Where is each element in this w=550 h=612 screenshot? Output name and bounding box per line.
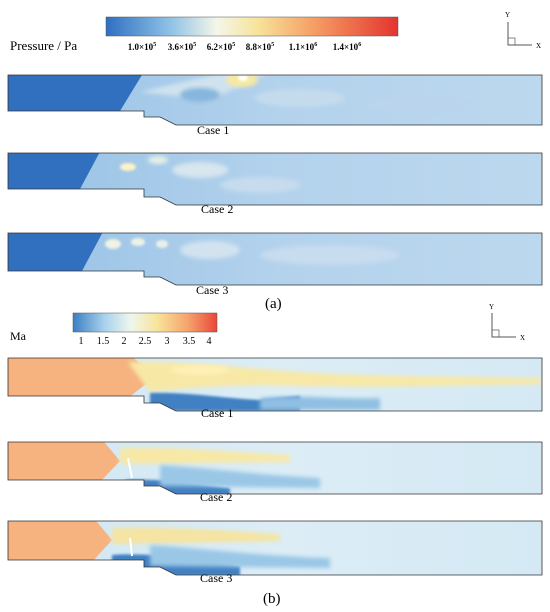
pressure-tick-label: 6.2×105 [207, 42, 235, 52]
pressure-tick-label: 1.1×106 [289, 42, 317, 52]
mach-case-3-contour: Case 3 [7, 520, 543, 585]
pressure-tick-label: 1.4×106 [333, 42, 361, 52]
mach-tick-labels: 1 1.5 2 2.5 3 3.5 4 [79, 336, 212, 347]
axis-y-label: Y [505, 11, 510, 19]
axis-x-label: X [536, 42, 541, 50]
pressure-case-1-contour: Case 1 [7, 74, 543, 137]
pressure-title: Pressure / Pa [10, 38, 77, 53]
pressure-tick-labels: 1.0×105 3.6×105 6.2×105 8.8×105 1.1×106 1.4×1… [128, 42, 361, 52]
mach-tick-label: 3.5 [183, 336, 196, 347]
pressure-case-3-label: Case 3 [196, 283, 228, 297]
pressure-case-3-contour: Case 3 [7, 232, 543, 297]
mach-case-1-contour: Case 1 [7, 357, 543, 420]
pressure-case-2-label: Case 2 [201, 202, 233, 216]
mach-tick-label: 3 [165, 336, 170, 347]
pressure-case-1-label: Case 1 [197, 123, 229, 137]
mach-tick-label: 1.5 [97, 336, 110, 347]
mach-tick-label: 2 [122, 336, 127, 347]
mach-tick-label: 4 [207, 336, 212, 347]
mach-title: Ma [10, 329, 27, 343]
panel-label-b: (b) [263, 591, 281, 607]
mach-tick-label: 2.5 [139, 336, 152, 347]
mach-case-2-label: Case 2 [200, 490, 232, 504]
mach-case-3-label: Case 3 [200, 571, 232, 585]
panel-label-a: (a) [265, 296, 282, 312]
axis-x-label-b: X [520, 334, 525, 342]
mach-case-2-contour: Case 2 [7, 441, 543, 504]
axis-triad-b: Y X [489, 303, 525, 342]
pressure-tick-label: 3.6×105 [168, 42, 196, 52]
pressure-colorbar [105, 16, 399, 37]
mach-legend: Ma 1 1.5 2 2.5 3 3.5 4 [10, 312, 218, 347]
mach-case-1-label: Case 1 [201, 406, 233, 420]
pressure-case-2-contour: Case 2 [7, 152, 543, 216]
axis-y-label-b: Y [489, 303, 494, 311]
pressure-tick-label: 1.0×105 [128, 42, 156, 52]
mach-colorbar [72, 312, 218, 333]
pressure-legend: Pressure / Pa 1.0×105 3.6×105 6.2×105 8.8×1… [10, 16, 399, 53]
pressure-tick-label: 8.8×105 [246, 42, 274, 52]
axis-triad-a: Y X [505, 11, 541, 50]
mach-tick-label: 1 [79, 336, 84, 347]
